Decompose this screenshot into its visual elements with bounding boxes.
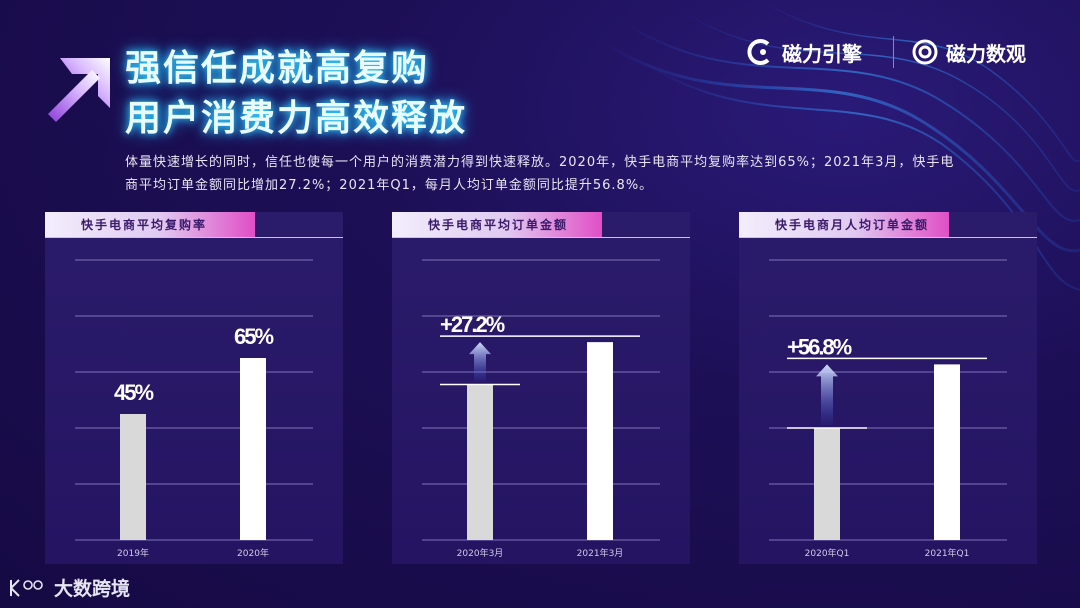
chart-title: 快手电商平均订单金额: [392, 212, 602, 238]
bar: [240, 358, 266, 540]
bar: [934, 364, 960, 540]
growth-label: +56.8%: [787, 334, 852, 359]
x-tick-label: 2021年Q1: [925, 547, 970, 559]
x-tick-label: 2020年Q1: [805, 547, 850, 559]
brand-left-label: 磁力引擎: [782, 41, 862, 66]
footer-logo: 大数跨境: [8, 574, 130, 601]
brand-cili-data: 磁力数观: [910, 34, 1026, 70]
brand-divider: [893, 36, 894, 68]
panel-header-underline: [739, 237, 1037, 238]
growth-arrow: [469, 342, 491, 382]
panel-header-underline: [392, 237, 690, 238]
growth-arrow: [816, 364, 838, 425]
chart-panel-monthly-per-user: 快手电商月人均订单金额 2020年Q1 2021年Q1 +56.8%: [739, 212, 1037, 564]
data-label: 65%: [234, 324, 273, 349]
data-label: 45%: [114, 380, 153, 405]
brand-cili-engine: 磁力引擎: [746, 34, 862, 70]
decorative-swirl: [599, 0, 1080, 291]
x-tick-label: 2019年: [117, 547, 149, 559]
footer-logo-text: 大数跨境: [54, 578, 131, 600]
k100-logo-icon: [10, 578, 43, 597]
page-title: 强信任成就高复购 用户消费力高效释放: [125, 44, 467, 144]
x-tick-label: 2020年3月: [457, 547, 504, 559]
chart-panel-repurchase-rate: 快手电商平均复购率 2019年 45% 2020年 65%: [45, 212, 343, 564]
chart-title: 快手电商月人均订单金额: [739, 212, 949, 238]
panel-header-underline: [45, 237, 343, 238]
x-tick-label: 2020年: [237, 547, 269, 559]
cili-data-logo-icon: [912, 39, 938, 65]
chart-order-amount: 2020年3月 2021年3月 +27.2%: [422, 259, 660, 559]
chart-panel-order-amount: 快手电商平均订单金额 2020年3月 2021年3月 +27.2%: [392, 212, 690, 564]
bar: [120, 414, 146, 540]
growth-label: +27.2%: [440, 312, 505, 337]
title-line-1: 强信任成就高复购: [125, 48, 430, 89]
chart-title: 快手电商平均复购率: [45, 212, 255, 238]
description-text: 体量快速增长的同时，信任也使每一个用户的消费潜力得到快速释放。2020年，快手电…: [125, 155, 955, 193]
chart-repurchase-rate: 2019年 45% 2020年 65%: [75, 259, 313, 559]
x-tick-label: 2021年3月: [577, 547, 624, 559]
bar: [467, 384, 493, 540]
growth-arrow-icon: [48, 58, 110, 122]
bar: [587, 342, 613, 540]
title-line-2: 用户消费力高效释放: [125, 98, 468, 139]
chart-monthly-per-user: 2020年Q1 2021年Q1 +56.8%: [769, 259, 1007, 559]
brand-right-label: 磁力数观: [946, 41, 1026, 66]
cili-engine-logo-icon: [747, 39, 770, 65]
bar: [814, 428, 840, 540]
